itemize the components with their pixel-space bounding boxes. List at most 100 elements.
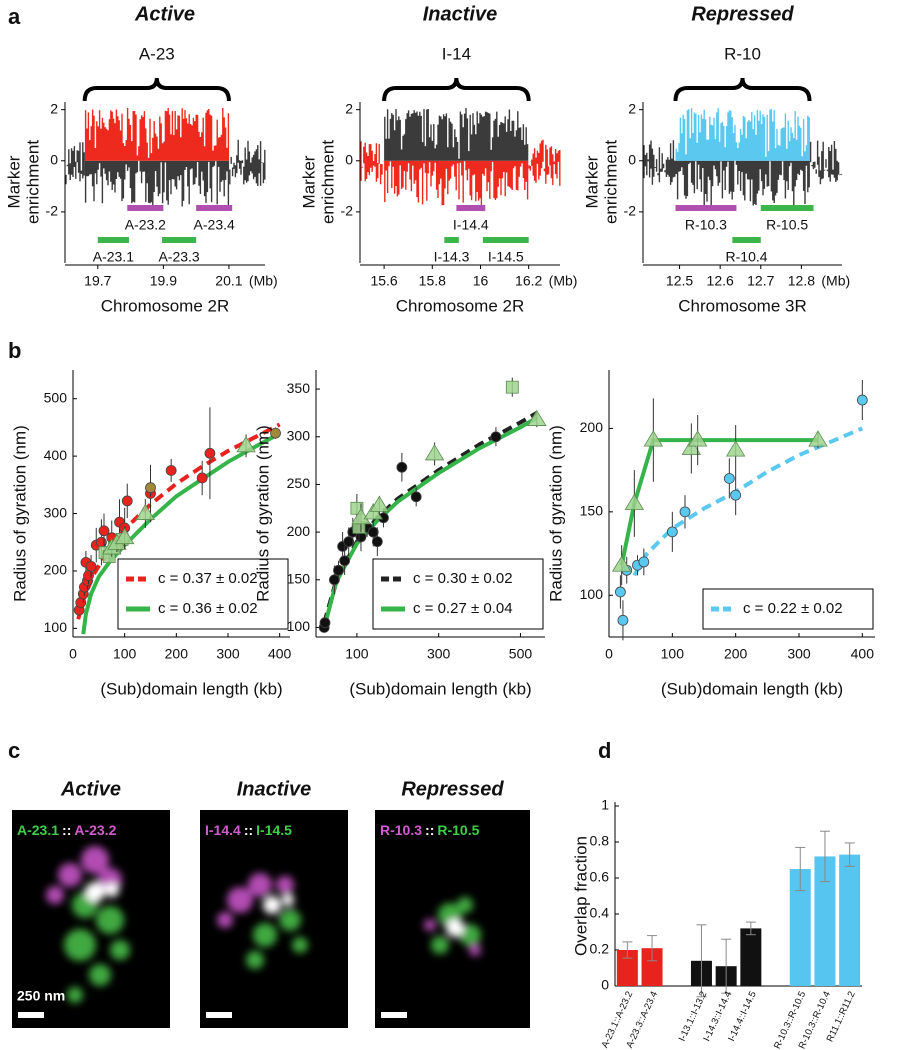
x-tick-label: 15.6	[370, 273, 397, 289]
y-tick-label: 100	[44, 619, 68, 635]
fit-line	[632, 426, 864, 577]
x-tick-label: 400	[851, 646, 875, 662]
y-tick-label: -2	[46, 203, 59, 219]
data-point	[624, 493, 645, 510]
data-point	[730, 489, 742, 501]
data-point	[856, 394, 868, 406]
domain-brace	[673, 77, 812, 102]
x-tick-label: 200	[724, 646, 748, 662]
y-tick-label: 300	[287, 427, 311, 443]
y-tick-label: 1	[601, 797, 609, 813]
y-tick-label: 350	[287, 380, 311, 396]
data-point	[611, 555, 632, 572]
image-label: I-14.4:: I-14.5	[205, 822, 292, 838]
data-point	[343, 536, 355, 548]
legend-label: c = 0.30 ± 0.02	[413, 570, 513, 587]
y-axis-label: Marker	[4, 155, 23, 208]
segment-bar	[444, 237, 459, 243]
signal-trace	[84, 160, 230, 207]
domain-label: I-14	[442, 44, 471, 63]
data-point	[85, 560, 97, 572]
legend-label: c = 0.37 ± 0.02	[158, 570, 258, 587]
y-axis-label: enrichment	[318, 140, 337, 224]
y-tick-label: 2	[628, 100, 636, 116]
signal-trace	[84, 108, 230, 161]
x-unit: (Mb)	[549, 273, 578, 289]
y-tick-label: 300	[44, 504, 68, 520]
data-point	[490, 431, 502, 443]
x-tick-label: 300	[787, 646, 811, 662]
image-label-part: A-23.1	[17, 822, 59, 838]
data-point	[681, 438, 702, 455]
data-point	[114, 527, 135, 545]
x-tick-label: 100	[345, 646, 369, 662]
data-point	[236, 436, 256, 453]
domain-label: A-23	[139, 44, 175, 63]
image-label-part: I-14.5	[256, 822, 292, 838]
image-label-part: ::	[62, 822, 71, 838]
x-tick-label: 19.9	[150, 273, 177, 289]
y-tick-label: 400	[44, 447, 68, 463]
data-point	[617, 614, 629, 626]
y-tick-label: 0	[601, 977, 609, 993]
y-tick-label: -2	[341, 203, 354, 219]
scale-bar	[18, 1012, 44, 1018]
segment-label: I-14.4	[453, 217, 489, 233]
segment-bar	[760, 205, 814, 211]
data-point	[615, 586, 626, 598]
x-tick-label: 15.8	[419, 273, 446, 289]
legend-label: c = 0.22 ± 0.02	[743, 600, 843, 617]
data-point	[83, 570, 94, 581]
data-point	[666, 526, 678, 538]
panel-letter: d	[598, 738, 611, 763]
x-tick-label: 16.2	[515, 273, 542, 289]
y-tick-label: 0	[628, 151, 636, 167]
x-tick-label: 100	[661, 646, 685, 662]
legend-label: c = 0.27 ± 0.04	[413, 600, 513, 617]
domain-brace	[82, 77, 231, 102]
data-point	[725, 440, 746, 457]
image-label: A-23.1:: A-23.2	[17, 822, 117, 838]
segment-bar	[127, 205, 164, 211]
signal-trace	[384, 160, 529, 206]
x-axis-label: (Sub)domain length (kb)	[349, 679, 531, 698]
y-axis-label: Overlap fraction	[571, 836, 590, 956]
x-tick-label: 16	[473, 273, 489, 289]
fit-line	[81, 433, 279, 635]
micrograph	[12, 810, 530, 1028]
data-point	[505, 380, 519, 394]
segment-label: I-14.3	[434, 249, 470, 265]
y-tick-label: 0.2	[590, 941, 610, 957]
y-tick-label: 0.6	[590, 869, 610, 885]
bar	[789, 869, 811, 986]
y-tick-label: 0	[345, 151, 353, 167]
data-point	[808, 430, 828, 447]
legend-box	[117, 558, 289, 630]
data-point	[165, 465, 177, 476]
x-tick-label: 500	[509, 646, 533, 662]
y-tick-label: 2	[345, 100, 353, 116]
y-tick-label: 0.4	[590, 905, 610, 921]
segment-label: A-23.3	[158, 249, 199, 265]
signal-trace	[675, 108, 810, 161]
data-point	[410, 491, 422, 503]
data-point	[679, 506, 691, 518]
segment-label: A-23.1	[93, 249, 134, 265]
y-axis-label: Radius of gyration (nm)	[253, 425, 272, 602]
segment-bar	[196, 205, 233, 211]
domain-label: R-10	[724, 44, 761, 63]
y-axis-label: Radius of gyration (nm)	[10, 425, 29, 602]
y-tick-label: 250	[287, 475, 311, 491]
image-blobs	[424, 897, 481, 956]
y-tick-label: 200	[44, 562, 68, 578]
data-point	[367, 526, 379, 538]
y-tick-label: 200	[580, 419, 604, 435]
x-tick-label: 0	[605, 646, 613, 662]
signal-trace	[643, 140, 843, 185]
panel-title: Active	[134, 3, 195, 25]
x-tick-label: 0	[69, 646, 77, 662]
y-tick-label: 500	[44, 389, 68, 405]
image-blobs	[46, 846, 130, 1003]
segment-bar	[97, 237, 129, 243]
segment-label: I-14.5	[488, 249, 524, 265]
